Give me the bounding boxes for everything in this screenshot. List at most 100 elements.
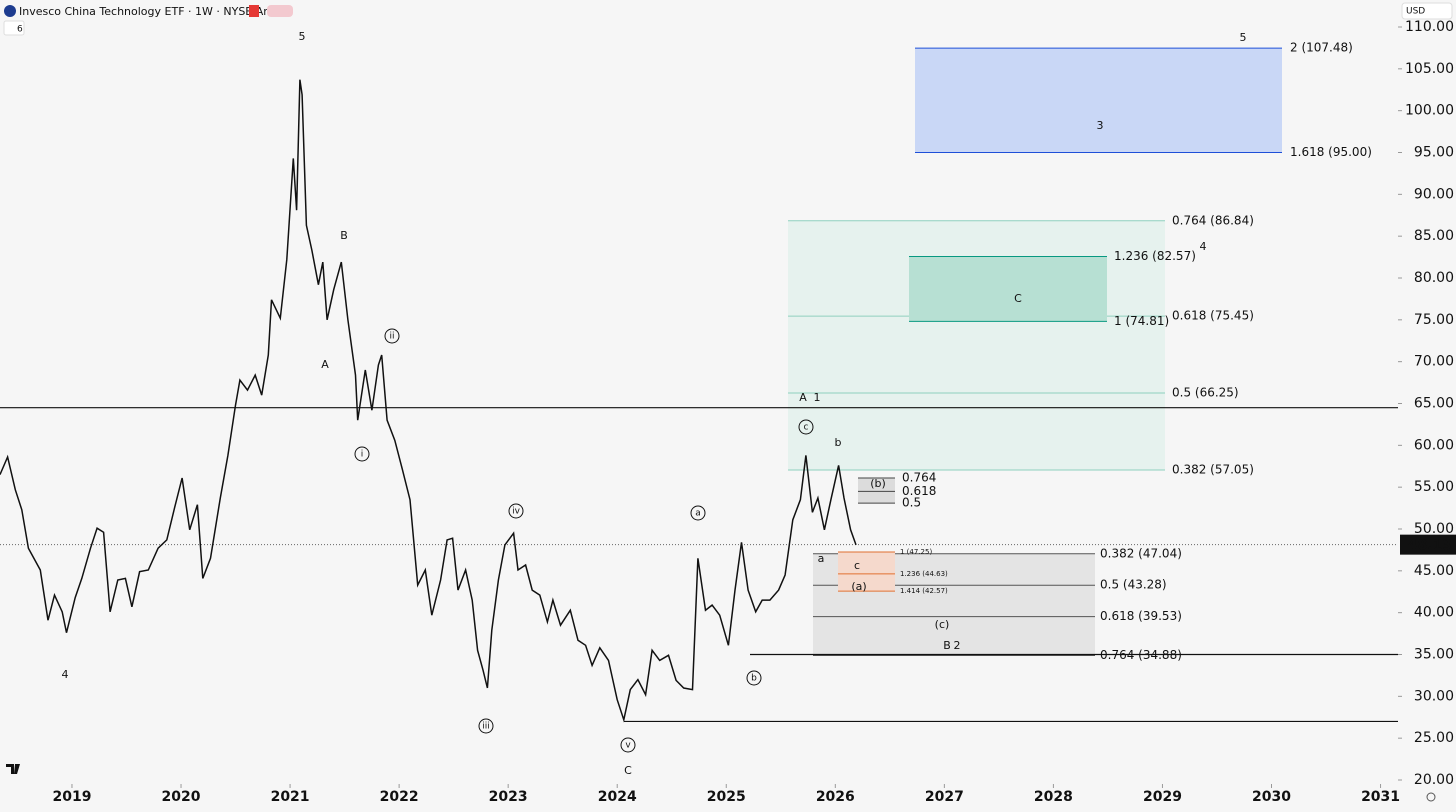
fib-level-label: 0.5 — [902, 496, 921, 510]
wave-label: 4 — [62, 668, 69, 681]
indicator-toggle[interactable] — [3, 20, 25, 36]
wave-circle — [354, 446, 370, 462]
x-tick-label: 2020 — [162, 789, 201, 805]
fib-zone — [915, 48, 1282, 153]
fib-level-label: 1 (47.25) — [900, 548, 932, 556]
wave-label: C — [624, 764, 632, 777]
fib-level-label: 1 (74.81) — [1114, 314, 1169, 328]
wave-label: 2 — [954, 639, 961, 652]
price-line — [0, 79, 857, 723]
fib-level-label: 0.764 — [902, 470, 936, 484]
y-tick-label: 30.00 — [1414, 688, 1454, 704]
fib-zone — [909, 256, 1107, 322]
wave-label: B — [340, 229, 348, 242]
wave-label: ii — [389, 332, 394, 342]
wave-label: b — [751, 674, 757, 684]
x-tick-label: 2024 — [598, 789, 637, 805]
x-tick-label: 2028 — [1034, 789, 1073, 805]
last-price-label: 48.13 — [1408, 538, 1452, 554]
wave-label: A — [799, 391, 807, 404]
wave-label: (c) — [935, 618, 950, 631]
fib-level-label: 2 (107.48) — [1290, 41, 1353, 55]
axes: 20.00 25.00 30.00 35.00 40.00 45.00 50.00 55.00… — [52, 19, 1456, 805]
x-tick-label: 2026 — [816, 789, 855, 805]
y-tick-label: 90.00 — [1414, 186, 1454, 202]
indicator-count: 6 — [17, 25, 23, 35]
fib-zone — [858, 477, 895, 504]
wave-circle — [798, 419, 814, 435]
wave-label: (b) — [870, 477, 886, 490]
wave-label: i — [361, 450, 364, 460]
wave-circle — [620, 737, 636, 753]
wave-label: 4 — [1200, 240, 1207, 253]
y-tick-label: 100.00 — [1405, 103, 1454, 119]
wave-circle — [690, 505, 706, 521]
settings-icon[interactable] — [1426, 792, 1436, 802]
tv-logo — [6, 764, 20, 774]
y-tick-label: 75.00 — [1414, 312, 1454, 328]
chart-title: Invesco China Technology ETF · 1W · NYSE… — [19, 5, 280, 18]
fib-level-label: 0.618 — [902, 484, 936, 498]
fib-zone — [838, 552, 895, 592]
y-tick-label: 80.00 — [1414, 270, 1454, 286]
y-tick-label: 65.00 — [1414, 396, 1454, 412]
fib-level-label: 0.764 (86.84) — [1172, 213, 1254, 227]
wave-label: 5 — [1240, 31, 1247, 44]
x-tick-label: 2023 — [489, 789, 528, 805]
plot-area: 2 (107.48) 1.618 (95.00) 0.764 (86.84) 0.61… — [0, 30, 1398, 777]
x-tick-label: 2022 — [380, 789, 419, 805]
wave-label: v — [625, 741, 631, 751]
fib-level-label: 0.5 (66.25) — [1172, 386, 1239, 400]
x-tick-label: 2027 — [925, 789, 964, 805]
wave-circle — [478, 718, 494, 734]
wave-label: b — [835, 436, 842, 449]
wave-label: c — [804, 423, 809, 433]
last-price-box — [1400, 534, 1456, 555]
x-tick-label: 2019 — [52, 789, 91, 805]
fib-level-label: 1.414 (42.57) — [900, 587, 948, 595]
fib-level-label: 1.236 (82.57) — [1114, 249, 1196, 263]
x-tick-label: 2025 — [707, 789, 746, 805]
y-tick-label: 85.00 — [1414, 228, 1454, 244]
fib-level-label: 0.382 (57.05) — [1172, 463, 1254, 477]
flag-icon — [249, 5, 259, 17]
y-tick-label: 55.00 — [1414, 479, 1454, 495]
status-badge[interactable] — [267, 5, 293, 17]
fib-level-label: 0.618 (39.53) — [1100, 609, 1182, 623]
fib-level-label: 0.618 (75.45) — [1172, 309, 1254, 323]
wave-label: iv — [512, 507, 521, 517]
wave-label: (a) — [851, 580, 866, 593]
fib-level-label: 1.236 (44.63) — [900, 570, 948, 578]
y-tick-label: 105.00 — [1405, 61, 1454, 77]
wave-label: 3 — [1097, 119, 1104, 132]
x-tick-label: 2031 — [1361, 789, 1400, 805]
wave-circle — [508, 503, 524, 519]
y-tick-label: 45.00 — [1414, 563, 1454, 579]
fib-level-label: 1.618 (95.00) — [1290, 145, 1372, 159]
wave-label: 5 — [299, 30, 306, 43]
wave-label: c — [854, 559, 860, 572]
currency-label: USD — [1406, 7, 1425, 17]
y-tick-label: 110.00 — [1405, 19, 1454, 35]
y-tick-label: 20.00 — [1414, 772, 1454, 788]
y-tick-label: 50.00 — [1414, 521, 1454, 537]
y-tick-label: 95.00 — [1414, 145, 1454, 161]
x-tick-label: 2021 — [271, 789, 310, 805]
fib-level-label: 0.382 (47.04) — [1100, 546, 1182, 560]
y-tick-label: 70.00 — [1414, 354, 1454, 370]
currency-button[interactable] — [1401, 2, 1453, 20]
x-tick-label: 2029 — [1143, 789, 1182, 805]
y-tick-label: 60.00 — [1414, 437, 1454, 453]
wave-circle — [746, 670, 762, 686]
fib-level-label: 0.5 (43.28) — [1100, 578, 1167, 592]
wave-label: C — [1014, 292, 1022, 305]
wave-label: a — [695, 509, 701, 519]
wave-label: B — [943, 639, 951, 652]
wave-label: 1 — [814, 391, 821, 404]
y-tick-label: 35.00 — [1414, 647, 1454, 663]
y-tick-label: 25.00 — [1414, 730, 1454, 746]
wave-circle — [384, 328, 400, 344]
wave-label: a — [818, 552, 825, 565]
y-tick-label: 40.00 — [1414, 605, 1454, 621]
